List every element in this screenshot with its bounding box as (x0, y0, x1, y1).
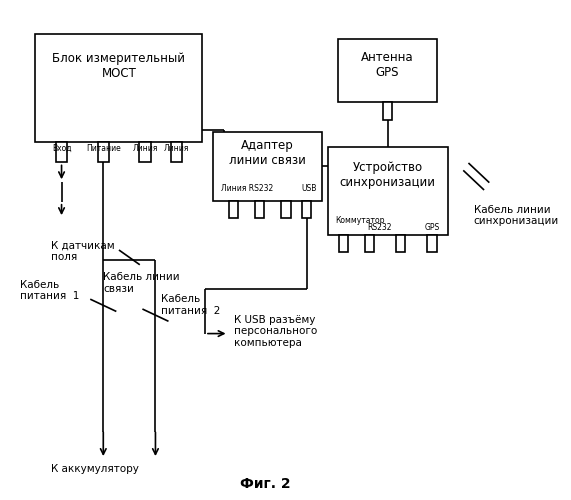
Text: К USB разъёму
персонального
компьютера: К USB разъёму персонального компьютера (234, 314, 317, 348)
Text: Питание: Питание (86, 144, 120, 153)
Bar (171, 142, 182, 163)
Bar (396, 235, 405, 252)
Bar (98, 142, 109, 163)
Text: Антенна
GPS: Антенна GPS (361, 52, 414, 80)
Text: GPS: GPS (424, 224, 440, 232)
Bar (229, 201, 239, 218)
Text: Кабель линии
синхронизации: Кабель линии синхронизации (474, 205, 559, 227)
Bar (255, 201, 264, 218)
Bar (427, 235, 437, 252)
Text: Линия RS232: Линия RS232 (220, 184, 273, 193)
Text: USB: USB (301, 184, 317, 193)
Text: К датчикам
поля: К датчикам поля (51, 240, 115, 262)
Text: RS232: RS232 (368, 224, 392, 232)
Bar (213, 132, 323, 201)
Bar (302, 201, 311, 218)
Text: Вход: Вход (52, 144, 71, 153)
Text: Кабель линии
связи: Кабель линии связи (103, 272, 180, 293)
Bar (365, 235, 374, 252)
Bar (338, 38, 437, 102)
Text: К аккумулятору: К аккумулятору (51, 464, 139, 474)
Bar (281, 201, 291, 218)
Text: Фиг. 2: Фиг. 2 (240, 477, 290, 491)
Text: Кабель
питания  1: Кабель питания 1 (20, 280, 79, 301)
Text: Линия: Линия (132, 144, 158, 153)
Bar (139, 142, 151, 163)
Bar (339, 235, 348, 252)
Bar (35, 34, 202, 142)
Bar (383, 102, 392, 120)
Text: Адаптер
линии связи: Адаптер линии связи (229, 138, 306, 166)
Bar (328, 147, 448, 236)
Text: Кабель
питания  2: Кабель питания 2 (160, 294, 220, 316)
Text: Коммутатор: Коммутатор (335, 216, 385, 225)
Text: Устройство
синхронизации: Устройство синхронизации (340, 161, 436, 189)
Text: Блок измерительный
МОСТ: Блок измерительный МОСТ (53, 52, 186, 80)
Text: Линия: Линия (164, 144, 189, 153)
Bar (56, 142, 67, 163)
